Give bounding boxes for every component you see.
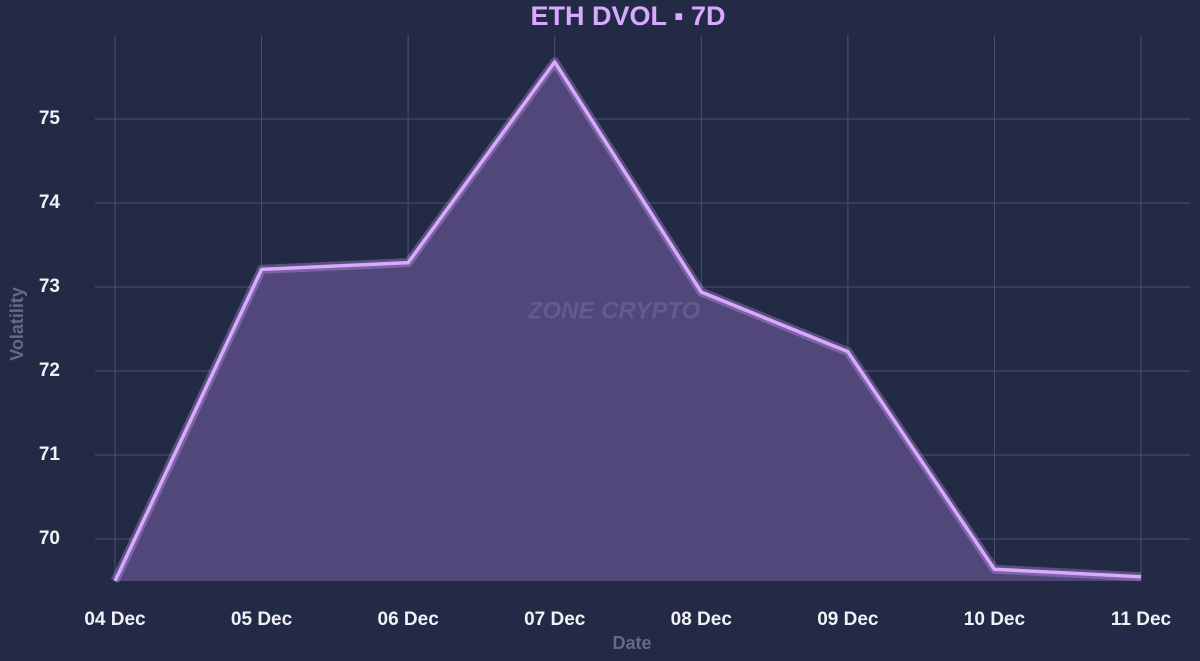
x-tick-label: 11 Dec xyxy=(1111,609,1172,630)
x-tick-label: 06 Dec xyxy=(378,609,440,630)
y-axis-label: Volatility xyxy=(7,287,27,361)
x-axis-label: Date xyxy=(612,633,651,653)
line xyxy=(113,60,1142,582)
x-tick-label: 05 Dec xyxy=(231,609,293,630)
y-tick-label: 71 xyxy=(39,444,61,465)
x-tick-label: 08 Dec xyxy=(671,609,733,630)
area-fill xyxy=(115,61,1141,581)
x-tick-label: 07 Dec xyxy=(524,609,586,630)
plot: 70 71 72 73 74 75 04 Dec 05 Dec 06 Dec 07 Dec 08 D… xyxy=(39,35,1190,630)
y-tick-label: 72 xyxy=(39,360,60,381)
watermark: ZONE CRYPTO xyxy=(527,297,701,324)
y-tick-label: 70 xyxy=(39,528,60,549)
y-tick-label: 75 xyxy=(39,108,61,129)
y-tick-label: 73 xyxy=(39,276,60,297)
chart-title: ETH DVOL ▪ 7D xyxy=(530,1,725,31)
x-tick-label: 09 Dec xyxy=(817,609,879,630)
x-tick-label: 04 Dec xyxy=(84,609,146,630)
x-tick-label: 10 Dec xyxy=(964,609,1026,630)
y-tick-label: 74 xyxy=(39,192,61,213)
